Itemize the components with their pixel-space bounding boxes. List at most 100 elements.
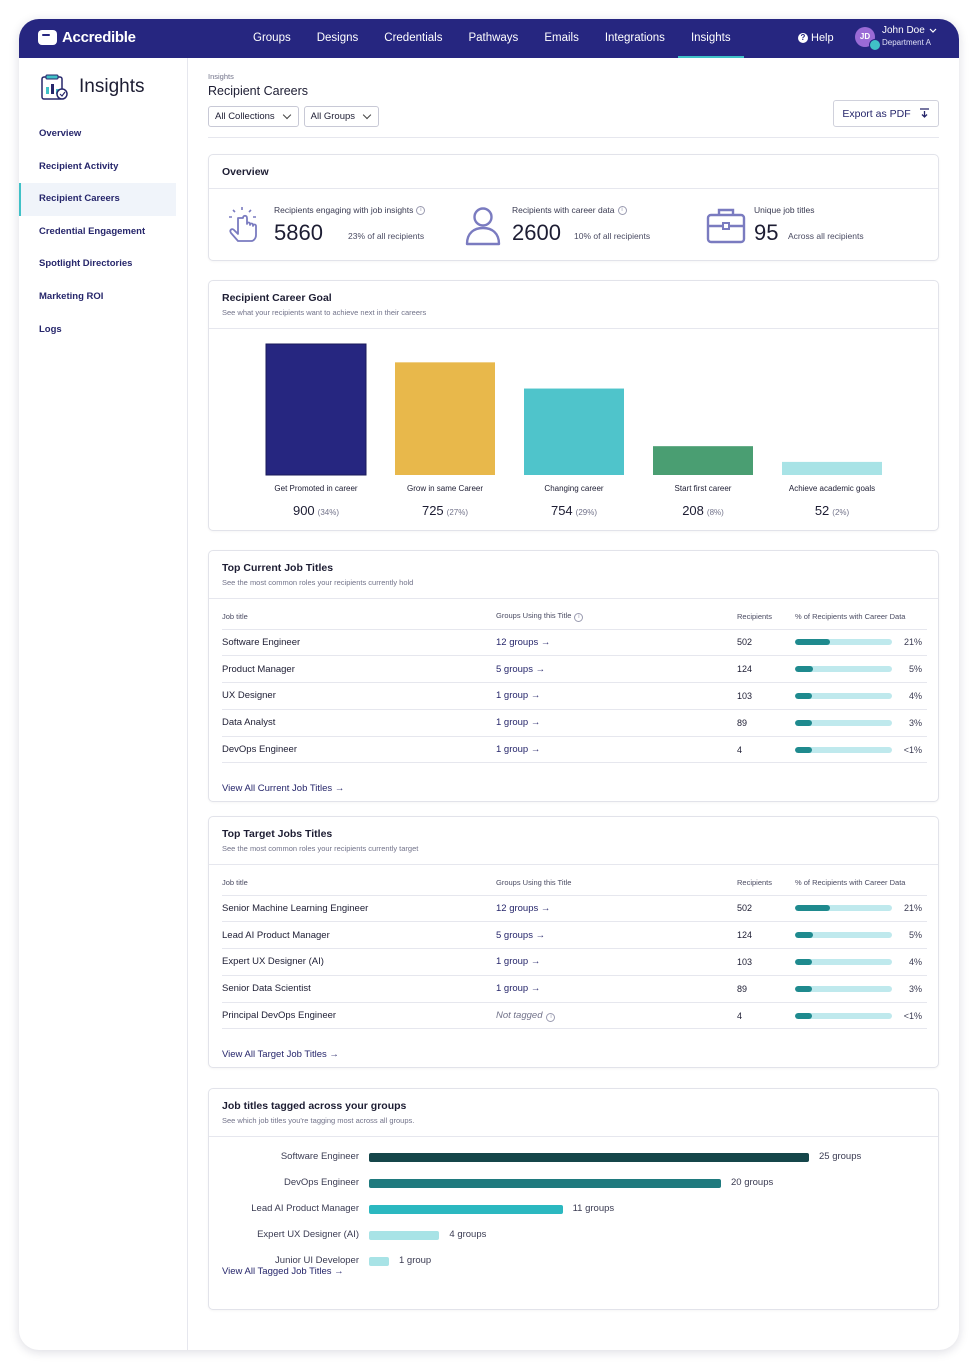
groups-link[interactable]: 1 group →	[496, 975, 737, 1003]
pct-label: 21%	[903, 903, 922, 914]
nav-item-designs[interactable]: Designs	[316, 32, 359, 44]
recipients-cell: 124	[737, 655, 795, 684]
bar-category-label: Get Promoted in career	[274, 484, 357, 493]
current-titles-subtitle: See the most common roles your recipient…	[222, 578, 414, 587]
pct-bar	[795, 985, 892, 992]
hbar-value-label: 1 group	[399, 1255, 432, 1266]
column-header: Groups Using this Title	[496, 865, 737, 896]
nav-item-emails[interactable]: Emails	[544, 32, 579, 44]
hbar-value-label: 11 groups	[572, 1203, 615, 1214]
info-icon[interactable]: i	[546, 1012, 556, 1022]
info-icon[interactable]: i	[617, 205, 627, 215]
sidebar-item-credential-engagement[interactable]: Credential Engagement	[39, 225, 146, 237]
groups-link[interactable]: 12 groups →	[496, 895, 737, 923]
pct-label: <1%	[903, 744, 922, 755]
pct-bar-fill	[795, 666, 814, 673]
sidebar-item-recipient-careers[interactable]: Recipient Careers	[19, 183, 176, 216]
nav-item-groups[interactable]: Groups	[253, 32, 291, 44]
column-header: % of Recipients with Career Data	[795, 599, 927, 630]
bar[interactable]	[524, 388, 624, 475]
not-tagged-cell: Not tagged i	[496, 1002, 737, 1030]
pct-cell: 3%	[795, 975, 927, 1003]
recipients-cell: 89	[737, 975, 795, 1003]
collections-filter-label: All Collections	[215, 111, 275, 122]
user-menu[interactable]: JD John Doe Department A	[855, 25, 937, 51]
target-titles-card: Top Target Jobs Titles See the most comm…	[208, 816, 939, 1068]
pct-cell: <1%	[795, 736, 927, 764]
table-row: DevOps Engineer 1 group → 4 <1%	[222, 736, 927, 764]
table-row: Senior Data Scientist 1 group → 89 3%	[222, 975, 927, 1003]
groups-link[interactable]: 1 group →	[496, 948, 737, 976]
hbar-value-label: 25 groups	[819, 1151, 862, 1162]
target-titles-table: Job title Groups Using this Title Recipien…	[222, 865, 927, 1030]
tagged-subtitle: See which job titles you're tagging most…	[222, 1116, 415, 1125]
job-title-cell: Principal DevOps Engineer	[222, 1002, 496, 1030]
bar[interactable]	[782, 461, 882, 475]
groups-link[interactable]: 12 groups →	[496, 629, 737, 657]
sidebar-title-text: Insights	[79, 76, 145, 97]
hbar[interactable]	[369, 1205, 563, 1214]
recipients-cell: 89	[737, 709, 795, 737]
hbar[interactable]	[369, 1153, 809, 1162]
sidebar-item-logs[interactable]: Logs	[39, 323, 62, 335]
groups-link[interactable]: 5 groups →	[496, 921, 737, 950]
column-header-label: Job title	[222, 612, 248, 622]
breadcrumb[interactable]: Insights	[208, 72, 234, 81]
tagged-title: Job titles tagged across your groups	[222, 1100, 407, 1112]
groups-filter-label: All Groups	[310, 111, 356, 122]
nav-item-integrations[interactable]: Integrations	[604, 32, 665, 44]
view-all-current-link[interactable]: View All Current Job Titles →	[222, 783, 345, 795]
help-link[interactable]: ? Help	[798, 32, 834, 44]
groups-link[interactable]: 1 group →	[496, 709, 737, 737]
nav-item-insights[interactable]: Insights	[677, 19, 744, 58]
sidebar-item-marketing-roi[interactable]: Marketing ROI	[39, 290, 104, 302]
groups-link[interactable]: 1 group →	[496, 736, 737, 764]
groups-label: 1 group →	[496, 956, 541, 968]
pct-label: 21%	[903, 637, 922, 648]
stat-label: Unique job titles	[754, 205, 815, 215]
pct-bar-fill	[795, 746, 813, 753]
pct-label: 5%	[908, 664, 922, 675]
column-header-label: Job title	[222, 878, 248, 888]
recipients-cell: 4	[737, 1002, 795, 1030]
hbar-row: Expert UX Designer (AI) 4 groups	[209, 1229, 940, 1241]
export-pdf-button[interactable]: Export as PDF	[833, 100, 939, 127]
bar[interactable]	[395, 362, 495, 475]
chevron-down-icon	[929, 28, 937, 33]
sidebar-item-spotlight-directories[interactable]: Spotlight Directories	[39, 258, 133, 270]
avatar-initials: JD	[859, 32, 871, 41]
sidebar-item-overview[interactable]: Overview	[39, 128, 82, 139]
info-icon[interactable]: i	[416, 205, 426, 215]
pct-label: <1%	[903, 1010, 922, 1021]
hbar[interactable]	[369, 1231, 440, 1240]
nav-item-credentials[interactable]: Credentials	[384, 32, 443, 44]
column-header: Groups Using this Title i	[496, 599, 737, 630]
collections-filter[interactable]: All Collections	[208, 106, 299, 127]
sidebar-item-recipient-activity[interactable]: Recipient Activity	[39, 160, 119, 172]
bar[interactable]	[265, 343, 367, 476]
groups-label: 5 groups →	[496, 929, 546, 941]
groups-link[interactable]: 5 groups →	[496, 655, 737, 684]
job-title-cell: Product Manager	[222, 655, 496, 684]
info-icon[interactable]: i	[574, 613, 584, 623]
column-header: % of Recipients with Career Data	[795, 865, 927, 896]
pct-bar	[795, 692, 892, 699]
groups-link[interactable]: 1 group →	[496, 682, 737, 710]
hbar[interactable]	[369, 1179, 721, 1188]
groups-label: 5 groups →	[496, 663, 546, 675]
current-titles-card: Top Current Job Titles See the most comm…	[208, 550, 939, 802]
view-all-tagged-link[interactable]: View All Tagged Job Titles →	[222, 1266, 344, 1277]
hbar[interactable]	[369, 1257, 389, 1266]
nav-item-pathways[interactable]: Pathways	[468, 32, 519, 44]
column-header-label: % of Recipients with Career Data	[795, 612, 906, 622]
groups-filter[interactable]: All Groups	[303, 106, 380, 127]
accredible-logo-icon	[38, 30, 57, 45]
table-row: Product Manager 5 groups → 124 5%	[222, 655, 927, 684]
view-all-target-link[interactable]: View All Target Job Titles →	[222, 1049, 339, 1061]
table-row: Principal DevOps Engineer Not tagged i 4 <1%	[222, 1002, 927, 1030]
logo[interactable]: Accredible	[38, 29, 136, 46]
stat-value: 95	[754, 220, 779, 245]
bar[interactable]	[653, 446, 753, 475]
pct-bar	[795, 666, 892, 673]
stat-note: 10% of all recipients	[574, 231, 651, 241]
